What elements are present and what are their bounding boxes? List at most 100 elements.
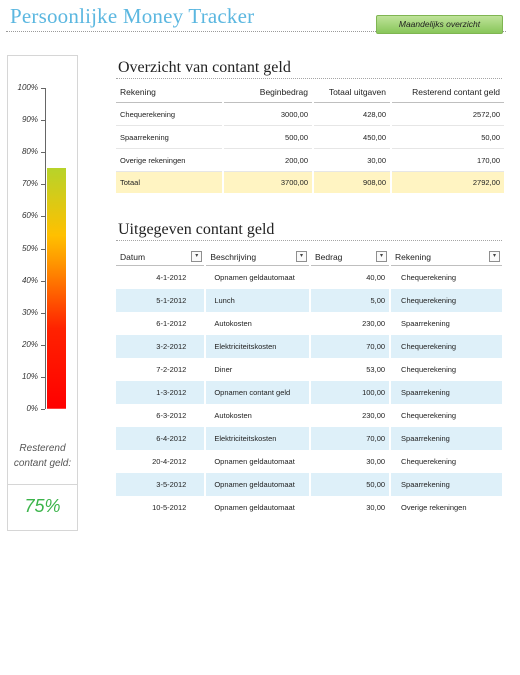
table-cell[interactable]: Chequerekening xyxy=(116,103,222,126)
table-cell[interactable]: 100,00 xyxy=(311,381,390,404)
table-cell[interactable]: Spaarrekening xyxy=(391,381,502,404)
table-cell[interactable]: 450,00 xyxy=(314,126,390,149)
table-cell[interactable]: 6-4-2012 xyxy=(116,427,205,450)
table-cell[interactable]: 2572,00 xyxy=(392,103,504,126)
table-cell[interactable]: 40,00 xyxy=(366,273,386,282)
gauge-axis-tick xyxy=(41,120,45,122)
gauge-axis-label: 0% xyxy=(26,404,38,413)
table-cell[interactable]: 3-5-2012 xyxy=(116,473,205,496)
filter-dropdown-icon[interactable]: ▾ xyxy=(191,251,203,262)
remaining-label-line2: contant geld: xyxy=(13,458,72,469)
filter-dropdown-icon[interactable]: ▾ xyxy=(376,251,388,262)
table-cell[interactable]: Totaal xyxy=(116,172,222,193)
table-cell[interactable]: 908,00 xyxy=(314,172,390,193)
column-header[interactable]: Datum ▾ xyxy=(116,248,205,266)
gauge-axis-label: 20% xyxy=(21,339,38,349)
table-cell[interactable]: 1-3-2012 xyxy=(116,381,205,404)
table-row: 6-1-2012 Autokosten 230,00 Spaarrekening xyxy=(116,312,502,335)
gauge-axis-tick xyxy=(41,376,45,378)
spending-title: Uitgegeven contant geld xyxy=(118,221,275,238)
table-cell[interactable]: 3700,00 xyxy=(224,172,312,193)
table-cell[interactable]: 5-1-2012 xyxy=(116,289,205,312)
table-cell[interactable]: 70,00 xyxy=(311,335,390,358)
table-cell[interactable]: 200,00 xyxy=(224,149,312,172)
table-row: 10-5-2012 Opnamen geldautomaat 30,00 Overig… xyxy=(116,496,502,519)
table-cell[interactable]: 3-2-2012 xyxy=(116,335,205,358)
table-cell[interactable]: 230,00 xyxy=(362,319,386,328)
table-cell[interactable]: Opnamen geldautomaat xyxy=(214,273,295,282)
table-cell[interactable]: 30,00 xyxy=(366,457,386,466)
column-header[interactable]: Beginbedrag xyxy=(224,82,312,103)
table-cell[interactable]: Opnamen geldautomaat xyxy=(214,503,295,512)
table-cell[interactable]: 4-1-2012 xyxy=(156,273,187,282)
table-cell[interactable]: Opnamen contant geld xyxy=(206,381,309,404)
table-cell[interactable]: Chequerekening xyxy=(401,411,457,420)
table-cell[interactable]: 50,00 xyxy=(392,126,504,149)
table-cell[interactable]: 50,00 xyxy=(311,473,390,496)
table-cell[interactable]: 6-3-2012 xyxy=(156,411,187,420)
table-cell[interactable]: 6-1-2012 xyxy=(156,319,187,328)
table-cell[interactable]: Chequerekening xyxy=(391,289,502,312)
table-cell[interactable]: Chequerekening xyxy=(391,335,502,358)
table-cell[interactable]: 3000,00 xyxy=(224,103,312,126)
overview-table: Rekening Beginbedrag Totaal uitgaven Res… xyxy=(114,82,506,193)
gauge-axis-label: 40% xyxy=(21,275,38,285)
table-row: 5-1-2012 Lunch 5,00 Chequerekening xyxy=(116,289,502,312)
remaining-label: Resterend contant geld: xyxy=(8,441,77,471)
table-cell[interactable]: Spaarrekening xyxy=(401,319,450,328)
table-cell[interactable]: 7-2-2012 xyxy=(156,365,187,374)
table-cell[interactable]: Chequerekening xyxy=(401,457,457,466)
table-row: 7-2-2012 Diner 53,00 Chequerekening xyxy=(116,358,502,381)
table-cell[interactable]: 30,00 xyxy=(314,149,390,172)
table-cell[interactable]: 230,00 xyxy=(362,411,386,420)
gauge-axis-tick xyxy=(41,312,45,314)
table-cell[interactable]: 70,00 xyxy=(311,427,390,450)
table-cell[interactable]: Spaarrekening xyxy=(116,126,222,149)
table-cell[interactable]: 2792,00 xyxy=(392,172,504,193)
table-row: 1-3-2012 Opnamen contant geld 100,00 Spaarr… xyxy=(116,381,502,404)
page-title: Persoonlijke Money Tracker xyxy=(10,4,255,28)
table-cell[interactable]: 170,00 xyxy=(392,149,504,172)
table-cell[interactable]: Autokosten xyxy=(214,319,252,328)
table-cell[interactable]: Opnamen geldautomaat xyxy=(214,457,295,466)
table-cell[interactable]: Chequerekening xyxy=(401,365,457,374)
table-cell[interactable]: Lunch xyxy=(206,289,309,312)
column-header[interactable]: Bedrag ▾ xyxy=(311,248,390,266)
remaining-percentage: 75% xyxy=(24,496,61,516)
gauge-divider xyxy=(8,484,77,485)
column-header[interactable]: Totaal uitgaven xyxy=(314,82,390,103)
gauge-axis-tick xyxy=(41,248,45,250)
table-cell[interactable]: Overige rekeningen xyxy=(116,149,222,172)
column-header[interactable]: Resterend contant geld xyxy=(392,82,504,103)
table-cell[interactable]: Diner xyxy=(214,365,233,374)
table-row: 6-4-2012 Elektriciteitskosten 70,00 Spaarre… xyxy=(116,427,502,450)
table-cell[interactable]: 500,00 xyxy=(224,126,312,149)
table-cell[interactable]: 10-5-2012 xyxy=(152,503,187,512)
column-header[interactable]: Rekening ▾ xyxy=(391,248,502,266)
filter-dropdown-icon[interactable]: ▾ xyxy=(489,251,500,262)
table-cell[interactable]: Chequerekening xyxy=(401,273,457,282)
table-cell[interactable]: 5,00 xyxy=(311,289,390,312)
table-cell[interactable]: Overige rekeningen xyxy=(401,503,467,512)
filter-dropdown-icon[interactable]: ▾ xyxy=(296,251,307,262)
spending-divider xyxy=(116,240,502,241)
table-cell[interactable]: 30,00 xyxy=(366,503,386,512)
table-row: Overige rekeningen 200,00 30,00 170,00 xyxy=(116,149,504,172)
column-header[interactable]: Rekening xyxy=(116,82,222,103)
table-cell[interactable]: Autokosten xyxy=(214,411,252,420)
table-cell[interactable]: Elektriciteitskosten xyxy=(206,427,309,450)
overview-title: Overzicht van contant geld xyxy=(118,59,291,76)
table-cell[interactable]: Spaarrekening xyxy=(391,473,502,496)
gauge-axis-tick xyxy=(41,152,45,154)
total-row: Totaal 3700,00 908,00 2792,00 xyxy=(116,172,504,193)
monthly-overview-button[interactable]: Maandelijks overzicht xyxy=(376,15,503,34)
table-cell[interactable]: Spaarrekening xyxy=(391,427,502,450)
table-cell[interactable]: Elektriciteitskosten xyxy=(206,335,309,358)
gauge-axis-label: 60% xyxy=(21,211,38,221)
table-cell[interactable]: 53,00 xyxy=(366,365,386,374)
table-cell[interactable]: Opnamen geldautomaat xyxy=(206,473,309,496)
table-row: 6-3-2012 Autokosten 230,00 Chequerekening xyxy=(116,404,502,427)
column-header[interactable]: Beschrijving ▾ xyxy=(206,248,309,266)
table-cell[interactable]: 20-4-2012 xyxy=(152,457,187,466)
table-cell[interactable]: 428,00 xyxy=(314,103,390,126)
